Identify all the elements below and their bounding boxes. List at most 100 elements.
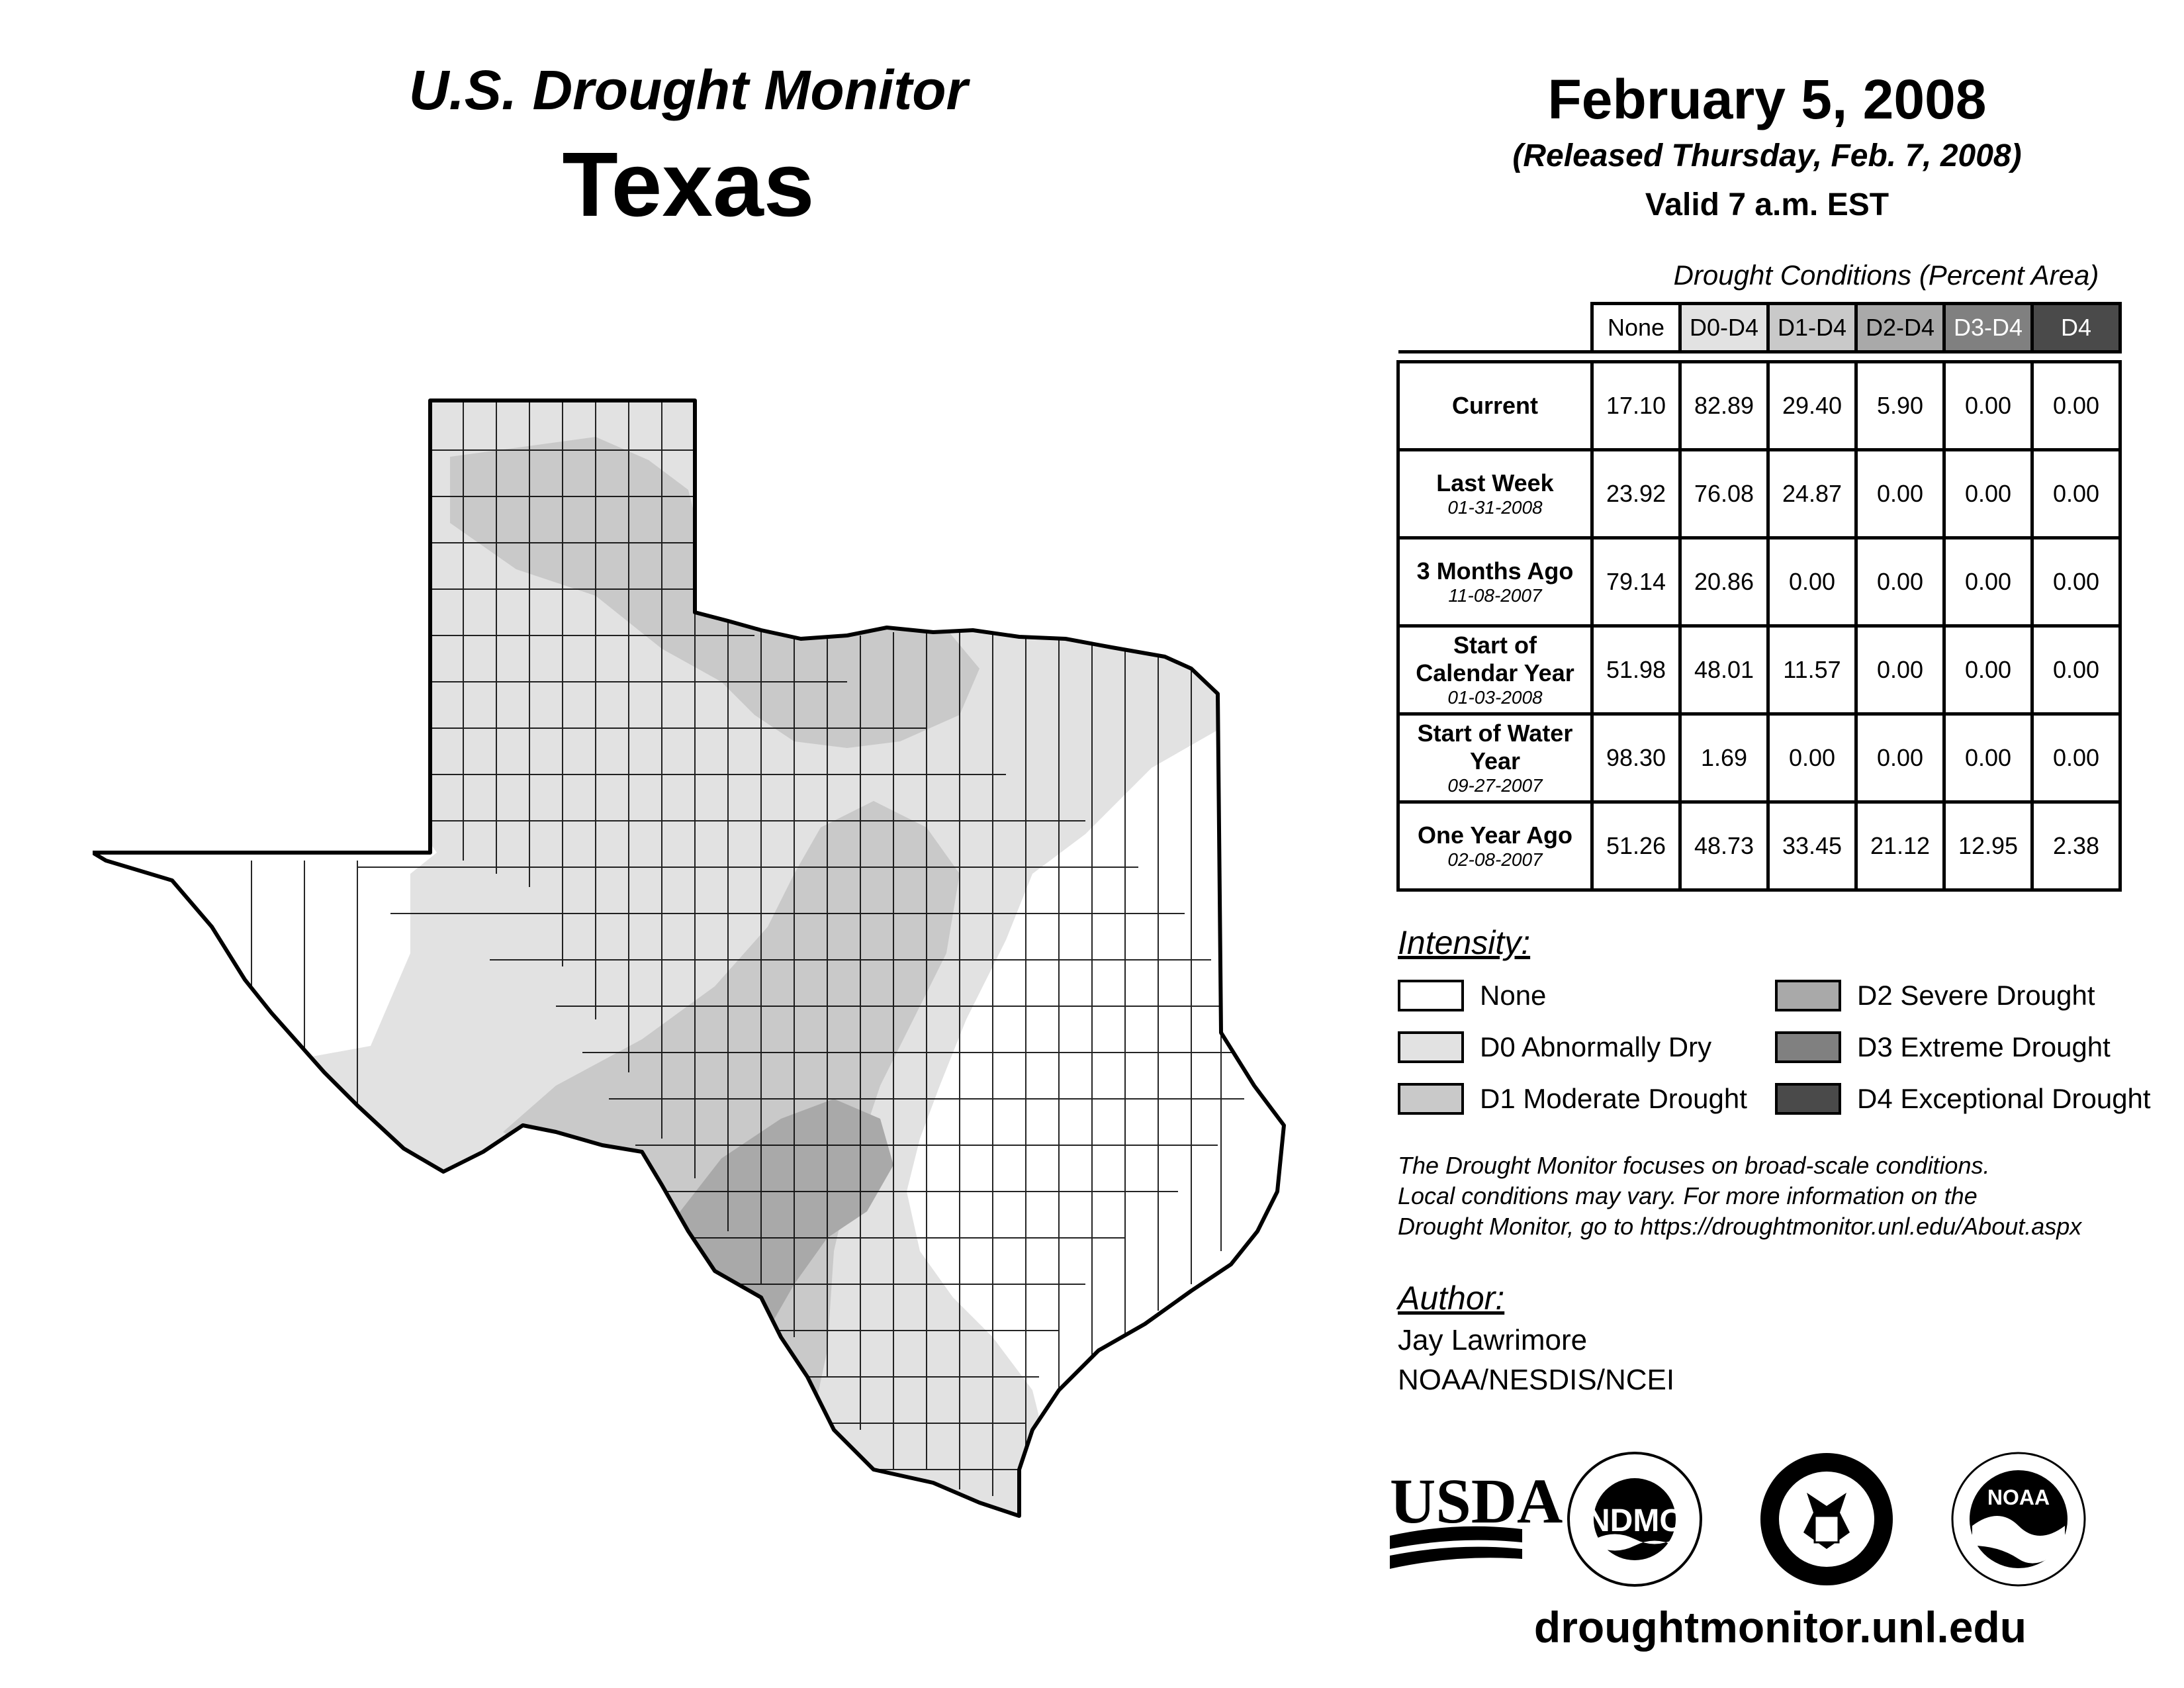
legend-label: D3 Extreme Drought — [1857, 1031, 2111, 1062]
usda-logo: USDA — [1390, 1466, 1563, 1569]
map-subtitle: U.S. Drought Monitor — [408, 59, 968, 121]
table-cell: 0.00 — [1766, 536, 1858, 628]
table-gap-row — [1398, 350, 2120, 363]
row-label-text: One Year Ago — [1417, 821, 1573, 849]
table-cell: 82.89 — [1678, 360, 1770, 451]
legend-label: D0 Abnormally Dry — [1480, 1031, 1712, 1062]
agency-logos: USDA NDMC NOAA — [1390, 1452, 2086, 1587]
table-cell: 24.87 — [1766, 448, 1858, 539]
note-line: Local conditions may vary. For more info… — [1398, 1182, 1978, 1209]
legend-swatch — [1775, 1031, 1841, 1063]
legend-swatch — [1398, 980, 1464, 1011]
table-cell: 0.00 — [1854, 712, 1946, 804]
legend-item-d2: D2 Severe Drought — [1775, 977, 2095, 1014]
valid-date: February 5, 2008 — [1547, 68, 1987, 130]
footer-url[interactable]: droughtmonitor.unl.edu — [1533, 1603, 2027, 1652]
table-cell: 0.00 — [1942, 448, 2034, 539]
table-cell: 1.69 — [1678, 712, 1770, 804]
legend-swatch — [1398, 1031, 1464, 1063]
gap-cell — [2032, 350, 2120, 363]
gap-cell — [1856, 350, 1944, 363]
table-cell: 17.10 — [1590, 360, 1682, 451]
ndmc-logo: NDMC — [1567, 1452, 1702, 1587]
note-line: The Drought Monitor focuses on broad-sca… — [1398, 1152, 1990, 1179]
row-date: 11-08-2007 — [1448, 585, 1542, 606]
row-label-text: Last Week — [1436, 469, 1554, 496]
table-cell: 48.01 — [1678, 624, 1770, 716]
table-cell: 0.00 — [2030, 360, 2122, 451]
legend-label: None — [1480, 980, 1547, 1011]
col-header-d4: D4 — [2030, 302, 2122, 353]
col-header-d2-d4: D2-D4 — [1854, 302, 1946, 353]
table-row: Current 17.10 82.89 29.40 5.90 0.00 0.00 — [1396, 360, 2122, 451]
table-row: Last Week 01-31-2008 23.92 76.08 24.87 0.… — [1396, 448, 2122, 539]
row-label-one-year-ago: One Year Ago 02-08-2007 — [1396, 800, 1594, 892]
table-caption: Drought Conditions (Percent Area) — [1673, 259, 2099, 291]
legend-swatch — [1398, 1083, 1464, 1115]
gap-cell — [1398, 350, 1592, 363]
valid-time: Valid 7 a.m. EST — [1645, 187, 1889, 222]
note-line: Drought Monitor, go to https://droughtmo… — [1398, 1213, 2082, 1240]
row-label-last-week: Last Week 01-31-2008 — [1396, 448, 1594, 539]
row-label-text: Start of Water Year — [1417, 720, 1573, 774]
gap-cell — [1680, 350, 1768, 363]
col-header-none: None — [1590, 302, 1682, 353]
legend-heading: Intensity: — [1398, 924, 1531, 961]
table-header-row: None D0-D4 D1-D4 D2-D4 D3-D4 D4 — [1398, 302, 2122, 353]
disclaimer-note: The Drought Monitor focuses on broad-sca… — [1398, 1150, 2165, 1242]
table-cell: 0.00 — [2030, 712, 2122, 804]
table-row: Start of Water Year 09-27-2007 98.30 1.69… — [1396, 712, 2122, 804]
table-cell: 5.90 — [1854, 360, 1946, 451]
table-cell: 0.00 — [1942, 536, 2034, 628]
legend-item-d0: D0 Abnormally Dry — [1398, 1029, 1711, 1066]
row-label-text: Start of Calendar Year — [1416, 632, 1574, 686]
ndmc-logo-text: NDMC — [1587, 1503, 1682, 1538]
col-header-d0-d4: D0-D4 — [1678, 302, 1770, 353]
doc-seal-logo — [1760, 1453, 1893, 1585]
col-header-d1-d4: D1-D4 — [1766, 302, 1858, 353]
map-title: Texas — [562, 134, 815, 236]
table-cell: 0.00 — [1854, 536, 1946, 628]
col-header-d3-d4: D3-D4 — [1942, 302, 2034, 353]
table-cell: 0.00 — [1942, 360, 2034, 451]
texas-outline — [93, 399, 1286, 1518]
release-date: (Released Thursday, Feb. 7, 2008) — [1512, 138, 2022, 173]
author-heading: Author: — [1398, 1280, 1505, 1317]
row-label-current: Current — [1396, 360, 1594, 451]
row-label-start-of-calendar-year: Start of Calendar Year 01-03-2008 — [1396, 624, 1594, 716]
table-cell: 12.95 — [1942, 800, 2034, 892]
table-cell: 0.00 — [1854, 624, 1946, 716]
legend-item-none: None — [1398, 977, 1546, 1014]
row-label-text: 3 Months Ago — [1416, 557, 1574, 585]
author-org: NOAA/NESDIS/NCEI — [1398, 1364, 1675, 1396]
legend-label: D2 Severe Drought — [1857, 980, 2095, 1011]
table-cell: 11.57 — [1766, 624, 1858, 716]
table-cell: 33.45 — [1766, 800, 1858, 892]
table-cell: 51.26 — [1590, 800, 1682, 892]
table-cell: 51.98 — [1590, 624, 1682, 716]
gap-cell — [1944, 350, 2032, 363]
legend-item-d4: D4 Exceptional Drought — [1775, 1080, 2151, 1117]
row-date: 09-27-2007 — [1447, 775, 1543, 796]
table-cell: 2.38 — [2030, 800, 2122, 892]
row-label-3-months-ago: 3 Months Ago 11-08-2007 — [1396, 536, 1594, 628]
drought-conditions-table: None D0-D4 D1-D4 D2-D4 D3-D4 D4 Current … — [1396, 302, 2122, 892]
usda-logo-swoosh — [1390, 1526, 1522, 1549]
table-cell: 0.00 — [1854, 448, 1946, 539]
legend-item-d3: D3 Extreme Drought — [1775, 1029, 2111, 1066]
table-row: One Year Ago 02-08-2007 51.26 48.73 33.45… — [1396, 800, 2122, 892]
legend-label: D1 Moderate Drought — [1480, 1083, 1747, 1114]
table-row: 3 Months Ago 11-08-2007 79.14 20.86 0.00 … — [1396, 536, 2122, 628]
row-label-start-of-water-year: Start of Water Year 09-27-2007 — [1396, 712, 1594, 804]
table-cell: 0.00 — [2030, 624, 2122, 716]
table-cell: 0.00 — [1942, 712, 2034, 804]
row-date: 01-03-2008 — [1447, 687, 1543, 708]
legend-swatch — [1775, 980, 1841, 1011]
legend-swatch — [1775, 1083, 1841, 1115]
header-blank-cell — [1398, 303, 1592, 353]
row-date: 01-31-2008 — [1447, 497, 1543, 518]
table-cell: 0.00 — [2030, 536, 2122, 628]
table-cell: 76.08 — [1678, 448, 1770, 539]
noaa-logo-text: NOAA — [1987, 1485, 2050, 1509]
row-label-text: Current — [1451, 392, 1538, 419]
